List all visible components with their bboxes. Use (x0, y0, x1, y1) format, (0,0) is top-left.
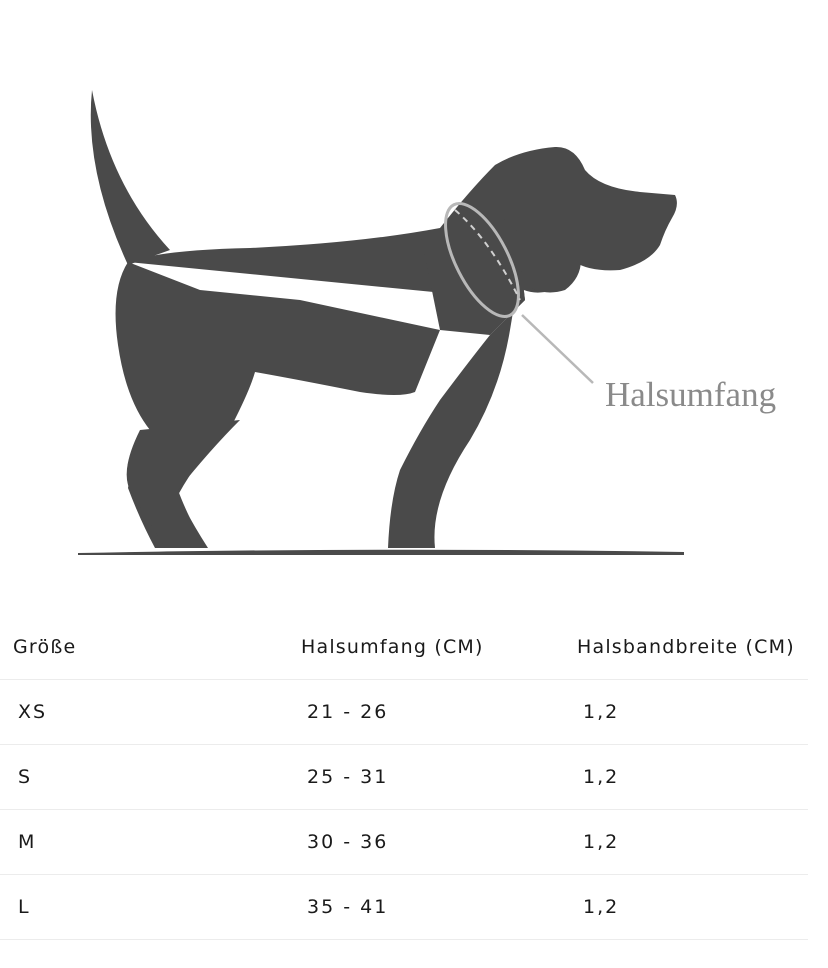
table-row: M 30 - 36 1,2 (0, 809, 808, 875)
size-chart-table: Größe Halsumfang (CM) Halsbandbreite (CM… (0, 615, 808, 940)
collar-width-cell: 1,2 (577, 679, 808, 745)
neck-range-cell: 35 - 41 (301, 874, 577, 940)
dog-illustration: Halsumfang (78, 90, 776, 555)
table-header-row: Größe Halsumfang (CM) Halsbandbreite (CM… (0, 615, 808, 680)
dog-silhouette-icon (90, 90, 677, 548)
size-cell: L (0, 874, 301, 940)
header-neck-circumference: Halsumfang (CM) (301, 615, 577, 680)
collar-ring (444, 202, 520, 318)
size-cell: S (0, 744, 301, 810)
table-row: S 25 - 31 1,2 (0, 744, 808, 810)
neck-range-cell: 21 - 26 (301, 679, 577, 745)
header-collar-width: Halsbandbreite (CM) (577, 615, 808, 680)
table-row: XS 21 - 26 1,2 (0, 679, 808, 745)
label-pointer-line (521, 314, 594, 384)
size-cell: M (0, 809, 301, 875)
ground-line (78, 549, 684, 555)
neck-circumference-label: Halsumfang (605, 375, 776, 414)
size-cell: XS (0, 679, 301, 745)
collar-width-cell: 1,2 (577, 874, 808, 940)
collar-width-cell: 1,2 (577, 809, 808, 875)
table-row: L 35 - 41 1,2 (0, 874, 808, 940)
header-size: Größe (0, 615, 301, 680)
neck-range-cell: 30 - 36 (301, 809, 577, 875)
collar-width-cell: 1,2 (577, 744, 808, 810)
neck-range-cell: 25 - 31 (301, 744, 577, 810)
